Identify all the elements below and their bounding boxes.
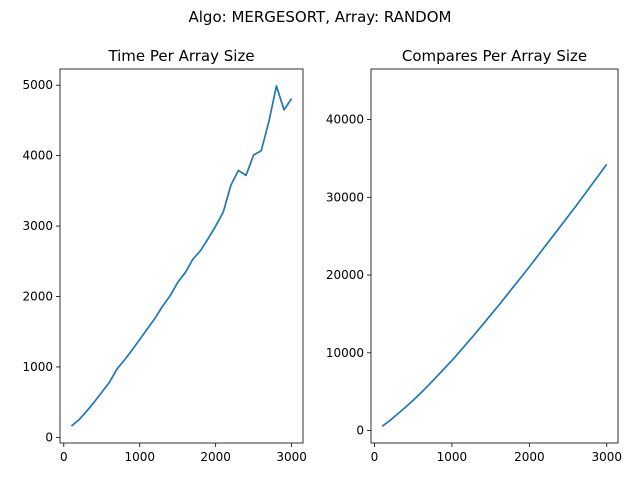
x-tick-label: 2000 (514, 450, 545, 464)
data-point (443, 368, 445, 370)
data-point (436, 376, 438, 378)
data-point (222, 211, 224, 213)
data-point (93, 401, 95, 403)
x-tick-label: 3000 (276, 450, 307, 464)
data-point (389, 420, 391, 422)
data-point (200, 250, 202, 252)
y-tick-label: 1000 (22, 360, 53, 374)
chart-title: Compares Per Array Size (402, 47, 587, 65)
data-point (521, 276, 523, 278)
data-point (513, 286, 515, 288)
data-point (606, 163, 608, 165)
data-point (177, 282, 179, 284)
data-point (498, 305, 500, 307)
data-point (109, 382, 111, 384)
data-point (505, 295, 507, 297)
y-tick-label: 0 (356, 424, 364, 438)
x-tick-label: 3000 (591, 450, 622, 464)
y-tick-label: 40000 (326, 113, 364, 127)
data-point (451, 360, 453, 362)
data-point (154, 318, 156, 320)
data-point (207, 238, 209, 240)
data-point (397, 413, 399, 415)
data-point (124, 359, 126, 361)
y-tick-label: 0 (45, 430, 53, 444)
data-point (467, 342, 469, 344)
data-point (291, 98, 293, 100)
data-point (131, 349, 133, 351)
data-point (192, 258, 194, 260)
data-point (536, 256, 538, 258)
y-tick-label: 2000 (22, 289, 53, 303)
data-point (169, 295, 171, 297)
data-point (260, 150, 262, 152)
y-tick-label: 3000 (22, 219, 53, 233)
data-point (147, 328, 149, 330)
data-point (283, 109, 285, 111)
data-point (474, 333, 476, 335)
data-point (490, 314, 492, 316)
data-point (575, 205, 577, 207)
data-point (459, 351, 461, 353)
x-tick-label: 2000 (200, 450, 231, 464)
data-point (71, 425, 73, 427)
data-point (238, 170, 240, 172)
data-point (420, 392, 422, 394)
y-tick-label: 5000 (22, 78, 53, 92)
x-tick-label: 1000 (437, 450, 468, 464)
data-point (482, 324, 484, 326)
y-tick-label: 4000 (22, 149, 53, 163)
data-point (405, 406, 407, 408)
data-point (78, 419, 80, 421)
data-point (101, 391, 103, 393)
data-point (529, 266, 531, 268)
chart-title: Time Per Array Size (107, 47, 254, 65)
data-point (230, 184, 232, 186)
y-tick-label: 10000 (326, 346, 364, 360)
time-per-array-size-chart: Time Per Array Size 0 1000 2000 3000 0 1000 200… (22, 47, 306, 464)
figure-suptitle: Algo: MERGESORT, Array: RANDOM (188, 8, 452, 26)
data-point (560, 226, 562, 228)
data-point (162, 306, 164, 308)
data-point (276, 85, 278, 87)
data-point (428, 384, 430, 386)
data-point (583, 195, 585, 197)
data-point (567, 216, 569, 218)
data-point (381, 426, 383, 428)
series-line (381, 163, 608, 428)
data-point (116, 368, 118, 370)
data-point (598, 174, 600, 176)
plot-frame (370, 68, 619, 444)
data-point (544, 246, 546, 248)
y-tick-label: 30000 (326, 190, 364, 204)
data-point (268, 121, 270, 123)
x-tick-label: 0 (371, 450, 379, 464)
data-point (86, 411, 88, 413)
data-point (590, 184, 592, 186)
data-point (552, 236, 554, 238)
plot-frame (59, 68, 304, 444)
data-point (215, 225, 217, 227)
series-line (70, 85, 293, 427)
data-point (185, 272, 187, 274)
data-point (245, 175, 247, 177)
data-point (139, 339, 141, 341)
x-tick-label: 1000 (124, 450, 155, 464)
data-point (253, 154, 255, 156)
y-tick-label: 20000 (326, 268, 364, 282)
x-tick-label: 0 (60, 450, 68, 464)
data-point (412, 399, 414, 401)
